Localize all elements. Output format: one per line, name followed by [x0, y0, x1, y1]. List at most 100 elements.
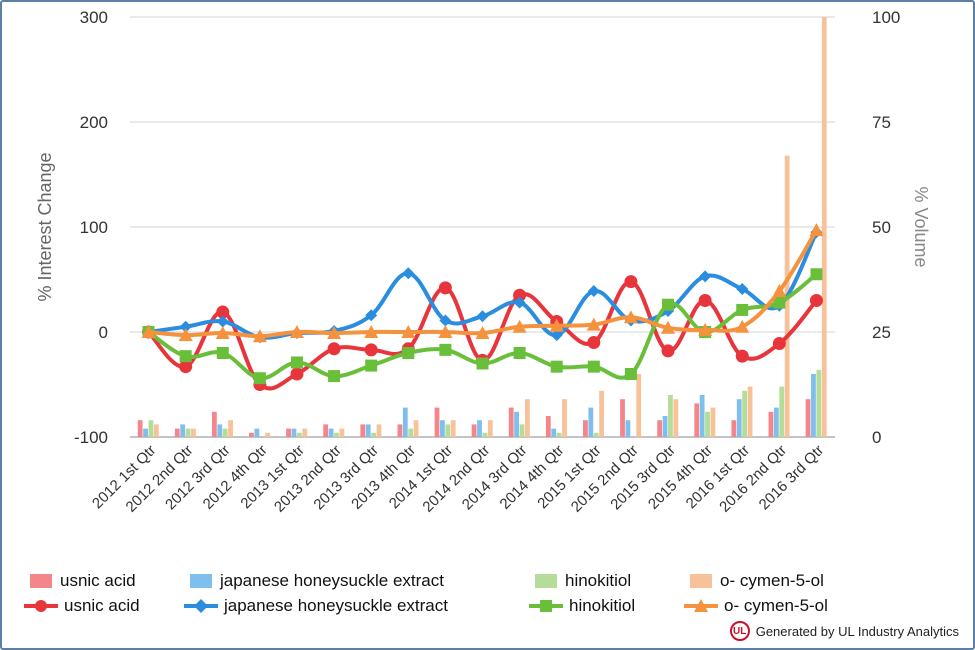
legend-item-usnic-acid-line[interactable]: usnic acid	[24, 596, 140, 616]
point-hinokitiol	[365, 359, 378, 372]
bar-cymen_bar	[636, 374, 642, 437]
point-cymen	[623, 310, 638, 324]
bar-cymen_bar	[265, 432, 271, 437]
legend-label: hinokitiol	[565, 571, 632, 590]
legend-line-honeysuckle-icon	[184, 599, 218, 613]
point-usnic	[587, 336, 601, 349]
bar-honeysuckle_bar	[439, 420, 445, 437]
point-cymen	[512, 319, 527, 333]
point-cymen	[438, 325, 453, 338]
point-usnic	[735, 349, 749, 363]
point-hinokitiol	[624, 368, 637, 380]
bar-cymen_bar	[673, 399, 679, 437]
bar-usnic_bar	[508, 407, 514, 437]
bar-usnic_bar	[583, 420, 588, 437]
legend-item-hinokitiol-bar[interactable]: hinokitiol	[535, 571, 631, 591]
bar-cymen_bar	[747, 386, 753, 437]
point-honeysuckle	[365, 309, 378, 322]
bar-cymen_bar	[302, 428, 308, 437]
bar-honeysuckle_bar	[551, 428, 557, 437]
y-axis-title: % Interest Change	[35, 152, 55, 301]
bar-cymen_bar	[376, 424, 382, 437]
bar-honeysuckle_bar	[402, 407, 408, 437]
y-tick-label: 0	[99, 323, 108, 342]
legend-line-hinokitiol-icon	[529, 600, 563, 612]
bar-usnic_bar	[545, 416, 551, 437]
point-hinokitiol	[810, 268, 823, 281]
bar-cymen_bar	[525, 399, 530, 437]
bar-honeysuckle_bar	[514, 411, 520, 437]
bar-hinokitiol_bar	[705, 411, 710, 437]
point-cymen	[735, 319, 750, 333]
point-usnic	[364, 343, 378, 357]
point-hinokitiol	[550, 360, 563, 373]
point-hinokitiol	[439, 343, 452, 356]
bar-hinokitiol_bar	[185, 428, 191, 437]
ul-logo-icon: UL	[729, 621, 750, 641]
bar-usnic_bar	[249, 432, 254, 437]
bar-cymen_bar	[153, 424, 159, 437]
point-honeysuckle	[216, 315, 229, 328]
point-cymen	[661, 320, 676, 334]
point-cymen	[252, 329, 267, 343]
legend-swatch-hinokitiol-bar	[535, 574, 557, 588]
legend-label: usnic acid	[64, 596, 140, 615]
point-cymen	[475, 326, 490, 340]
bar-usnic_bar	[768, 411, 774, 437]
legend-item-cymen-bar[interactable]: o- cymen-5-ol	[690, 571, 824, 591]
point-cymen	[327, 326, 342, 340]
point-honeysuckle	[736, 282, 749, 295]
y-tick-label: 300	[80, 8, 108, 27]
bar-hinokitiol_bar	[371, 432, 376, 437]
point-hinokitiol	[736, 303, 749, 316]
legend-line-cymen-icon	[684, 599, 718, 612]
bar-cymen_bar	[339, 428, 345, 437]
legend-label: usnic acid	[60, 571, 136, 590]
bar-cymen_bar	[191, 428, 196, 437]
point-honeysuckle	[402, 267, 415, 280]
bar-honeysuckle_bar	[291, 428, 297, 437]
bar-honeysuckle_bar	[365, 424, 371, 437]
point-hinokitiol	[328, 370, 341, 383]
point-cymen	[178, 328, 193, 342]
point-hinokitiol	[402, 347, 415, 359]
bar-hinokitiol_bar	[668, 395, 673, 437]
bar-hinokitiol_bar	[593, 432, 599, 437]
credit-footer: UL Generated by UL Industry Analytics	[729, 621, 959, 641]
bar-honeysuckle_bar	[625, 420, 631, 437]
bar-cymen_bar	[228, 420, 233, 437]
legend-item-honeysuckle-line[interactable]: japanese honeysuckle extract	[184, 596, 448, 616]
bar-honeysuckle_bar	[477, 420, 482, 437]
bar-hinokitiol_bar	[445, 424, 451, 437]
bar-usnic_bar	[174, 428, 180, 437]
point-honeysuckle	[550, 329, 563, 342]
y-tick-label: 100	[80, 218, 108, 237]
legend-item-cymen-line[interactable]: o- cymen-5-ol	[684, 596, 828, 616]
gridlines	[130, 16, 835, 438]
point-honeysuckle	[439, 314, 452, 327]
point-usnic	[698, 294, 712, 307]
bar-honeysuckle_bar	[180, 424, 186, 437]
point-honeysuckle	[587, 285, 600, 298]
bar-hinokitiol_bar	[779, 386, 785, 437]
bar-usnic_bar	[471, 424, 477, 437]
legend-label: o- cymen-5-ol	[724, 596, 828, 615]
bar-honeysuckle_bar	[588, 407, 594, 437]
legend-label: japanese honeysuckle extract	[220, 571, 444, 590]
bar-cymen_bar	[562, 399, 567, 437]
legend-item-usnic-acid-bar[interactable]: usnic acid	[30, 571, 136, 591]
point-cymen	[698, 322, 713, 336]
bar-usnic_bar	[360, 424, 366, 437]
point-usnic	[513, 288, 527, 302]
line-series-group	[141, 223, 824, 391]
bar-honeysuckle_bar	[736, 399, 742, 437]
point-cymen	[141, 325, 156, 338]
legend-item-hinokitiol-line[interactable]: hinokitiol	[529, 596, 635, 616]
point-hinokitiol	[587, 360, 600, 373]
bar-hinokitiol_bar	[816, 369, 822, 437]
bar-usnic_bar	[397, 424, 403, 437]
point-cymen	[549, 318, 564, 332]
legend-item-honeysuckle-bar[interactable]: japanese honeysuckle extract	[190, 571, 444, 591]
credit-text: Generated by UL Industry Analytics	[755, 623, 959, 639]
